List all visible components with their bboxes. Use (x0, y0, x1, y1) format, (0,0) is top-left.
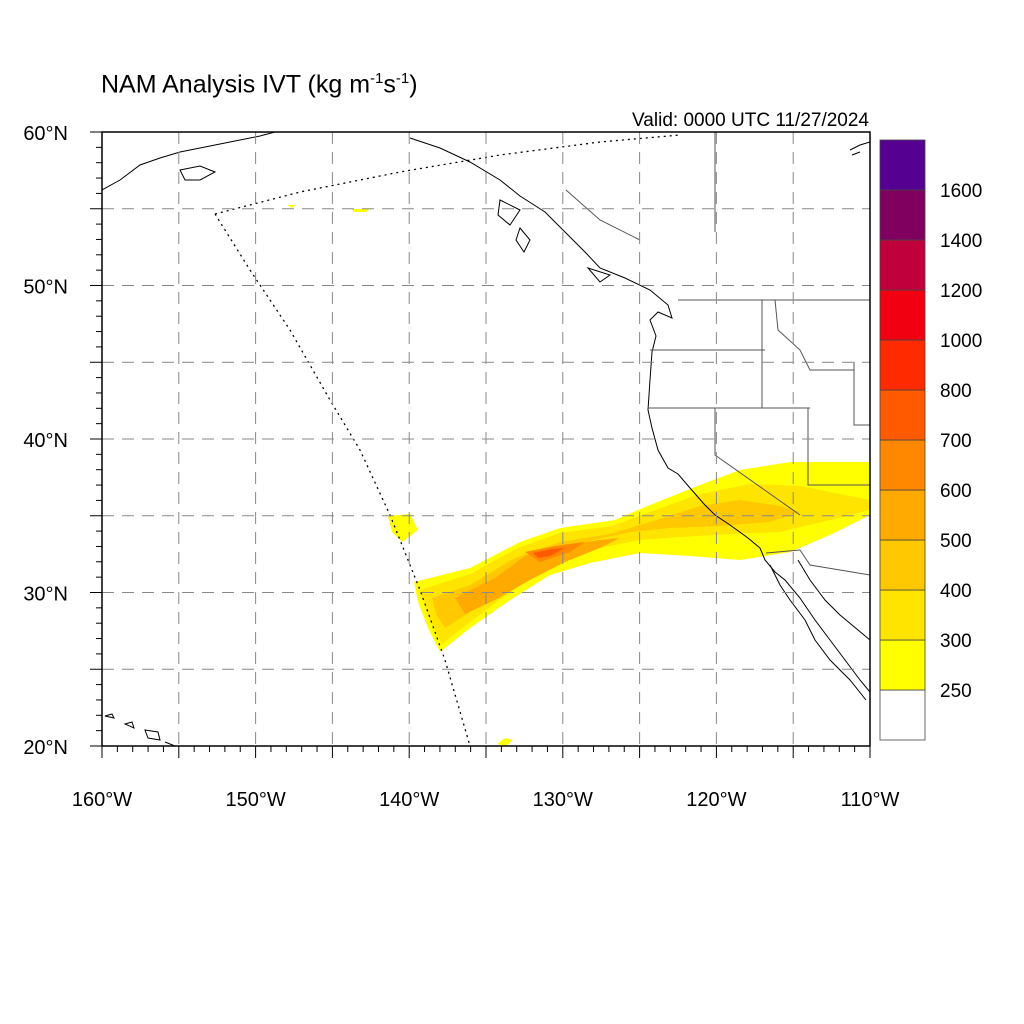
ca-nv-border (714, 408, 801, 516)
lon-tick-label: 150°W (225, 789, 285, 811)
ivt-band-700 (533, 548, 565, 558)
colorbar-swatch (879, 439, 926, 491)
political-borders (565, 132, 870, 576)
us-mexico-border (765, 549, 870, 576)
lat-tick-label: 40°N (23, 430, 68, 452)
colorbar-label: 1400 (940, 231, 982, 252)
colorbar-swatch (879, 339, 926, 391)
nam-domain-boundary (214, 134, 681, 746)
colorbar: 250 300 400 500 600 700 800 1000 1200 1400 1600 (879, 139, 982, 741)
colorbar-swatch (879, 589, 926, 641)
baja-coastline (769, 564, 867, 701)
chart-title: NAM Analysis IVT (kg m-1s-1) (101, 70, 418, 99)
ivt-band-250-blob (388, 514, 418, 542)
ivt-band-500 (455, 538, 620, 614)
colorbar-swatch (879, 639, 926, 691)
colorbar-swatch (879, 689, 926, 741)
coastlines (102, 132, 870, 746)
ivt-band-250-small1 (497, 738, 513, 746)
colorbar-label: 700 (940, 431, 972, 452)
colorbar-label: 1200 (940, 281, 982, 302)
colorbar-label: 1000 (940, 331, 982, 352)
lon-tick-label: 120°W (686, 789, 746, 811)
hawaii-islands (104, 713, 176, 746)
ivt-band-250-small3 (287, 205, 296, 208)
colorbar-label: 250 (940, 681, 972, 702)
colorbar-label: 500 (940, 531, 972, 552)
colorbar-swatch (879, 539, 926, 591)
ivt-field (287, 205, 870, 746)
latitude-labels: 60°N 50°N 40°N 30°N 20°N (23, 123, 68, 759)
lon-tick-label: 110°W (841, 789, 900, 811)
lon-tick-label: 160°W (72, 789, 132, 811)
lat-tick-label: 60°N (23, 123, 68, 145)
colorbar-label: 800 (940, 381, 972, 402)
north-america-coastline (409, 137, 870, 693)
colorbar-label: 600 (940, 481, 972, 502)
colorbar-swatch (879, 389, 926, 441)
colorbar-swatch (879, 139, 926, 191)
colorbar-swatch (879, 289, 926, 341)
gulf-of-california (797, 559, 870, 641)
alaska-coast (102, 132, 276, 191)
lon-tick-label: 140°W (379, 789, 439, 811)
ivt-band-400 (432, 500, 800, 628)
longitude-labels: 160°W 150°W 140°W 130°W 120°W 110°W (72, 789, 900, 811)
canada-islands (497, 199, 612, 283)
nv-az-border (807, 408, 870, 486)
islands-alaska (179, 165, 217, 181)
colorbar-label: 400 (940, 581, 972, 602)
colorbar-label: 300 (940, 631, 972, 652)
bc-alberta-border (565, 189, 641, 241)
lat-tick-label: 30°N (23, 584, 68, 606)
graticule (102, 132, 870, 746)
colorbar-swatch (879, 239, 926, 291)
lon-tick-label: 130°W (533, 789, 593, 811)
ivt-band-250-small2 (352, 209, 370, 212)
colorbar-swatch (879, 189, 926, 241)
colorbar-swatch (879, 489, 926, 541)
colorbar-label: 1600 (940, 181, 982, 202)
east-coast-fragment (849, 141, 870, 156)
axis-ticks (90, 131, 871, 758)
lat-tick-label: 20°N (23, 737, 68, 759)
lat-tick-label: 50°N (23, 277, 68, 299)
valid-time-label: Valid: 0000 UTC 11/27/2024 (632, 110, 869, 131)
ivt-band-300 (420, 484, 870, 644)
